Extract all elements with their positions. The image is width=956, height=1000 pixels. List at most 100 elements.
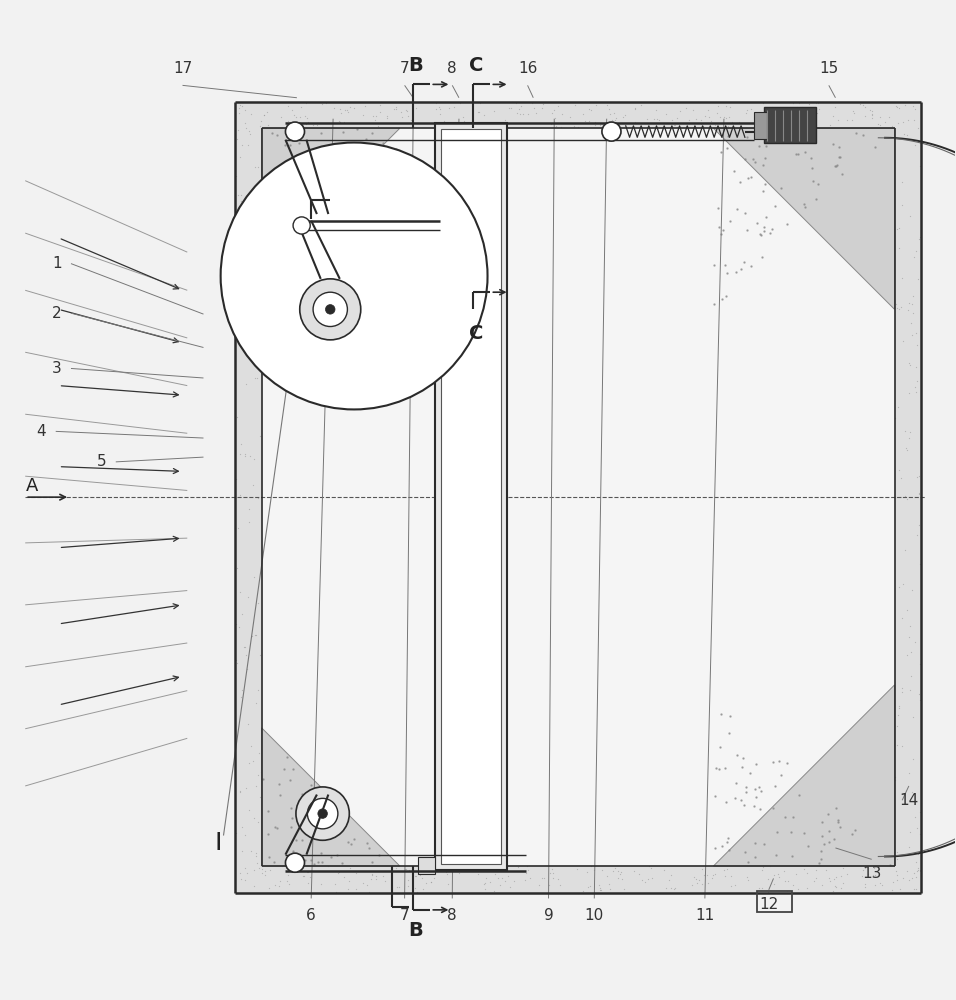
Point xyxy=(426,870,442,886)
Point xyxy=(370,118,385,134)
Point xyxy=(643,860,659,876)
Point xyxy=(391,155,406,171)
Point xyxy=(248,264,263,280)
Point xyxy=(329,847,344,863)
Point xyxy=(878,114,893,130)
Point xyxy=(244,628,259,644)
Point xyxy=(744,169,759,185)
Point xyxy=(895,333,910,349)
Circle shape xyxy=(602,122,621,141)
Point xyxy=(336,869,351,885)
Point xyxy=(721,725,736,741)
Point xyxy=(891,700,906,716)
Point xyxy=(779,216,794,232)
Point xyxy=(238,872,253,888)
Point xyxy=(312,159,327,175)
Point xyxy=(244,306,259,322)
Point xyxy=(365,108,380,124)
Circle shape xyxy=(286,853,305,872)
Point xyxy=(739,869,754,885)
Point xyxy=(437,94,452,110)
Point xyxy=(250,767,266,783)
Point xyxy=(264,125,279,141)
Point xyxy=(785,848,800,864)
Point xyxy=(280,116,295,132)
Point xyxy=(252,118,268,134)
Point xyxy=(685,102,701,118)
Text: 4: 4 xyxy=(36,424,46,439)
Point xyxy=(246,753,261,769)
Point xyxy=(338,863,354,879)
Point xyxy=(511,101,527,117)
Point xyxy=(368,108,383,124)
Point xyxy=(243,843,258,859)
Point xyxy=(909,863,924,879)
Point xyxy=(486,883,501,899)
Point xyxy=(809,95,824,111)
Point xyxy=(898,488,913,504)
Point xyxy=(782,117,797,133)
Point xyxy=(601,876,617,892)
Point xyxy=(316,179,332,195)
Point xyxy=(529,105,544,121)
Point xyxy=(394,104,409,120)
Point xyxy=(902,824,918,840)
Point xyxy=(286,761,301,777)
Point xyxy=(284,102,299,118)
Point xyxy=(894,470,909,486)
Text: 11: 11 xyxy=(695,908,714,923)
Point xyxy=(386,185,402,201)
Point xyxy=(812,101,827,117)
Point xyxy=(830,112,845,128)
Point xyxy=(241,589,256,605)
Point xyxy=(856,127,871,143)
Point xyxy=(272,873,288,889)
Point xyxy=(550,98,565,114)
Point xyxy=(788,866,803,882)
Point xyxy=(429,117,445,133)
Point xyxy=(812,855,827,871)
Point xyxy=(858,860,873,876)
Point xyxy=(786,877,801,893)
Point xyxy=(398,861,413,877)
Point xyxy=(391,879,406,895)
Point xyxy=(758,209,773,225)
Point xyxy=(910,469,925,485)
Point xyxy=(664,112,680,128)
Point xyxy=(312,783,327,799)
Point xyxy=(867,139,882,155)
Point xyxy=(234,137,250,153)
Point xyxy=(756,836,771,852)
Point xyxy=(358,131,374,147)
Point xyxy=(681,112,696,128)
Point xyxy=(796,861,812,877)
Point xyxy=(811,176,826,192)
Point xyxy=(519,858,534,874)
Point xyxy=(894,684,909,700)
Point xyxy=(646,111,662,127)
Point xyxy=(267,819,282,835)
Point xyxy=(234,606,250,622)
Point xyxy=(909,337,924,353)
Point xyxy=(382,210,398,226)
Point xyxy=(645,94,661,110)
Point xyxy=(610,863,625,879)
Point xyxy=(896,870,911,886)
Point xyxy=(261,826,276,842)
Point xyxy=(364,866,380,882)
Point xyxy=(761,871,776,887)
Point xyxy=(718,868,733,884)
Point xyxy=(272,109,288,125)
Point xyxy=(431,858,446,874)
Point xyxy=(814,843,829,859)
Point xyxy=(515,106,531,122)
Point xyxy=(894,680,909,696)
Point xyxy=(899,127,914,143)
Point xyxy=(449,885,465,901)
Point xyxy=(330,798,345,814)
Point xyxy=(479,870,494,886)
Point xyxy=(711,219,727,235)
Point xyxy=(769,847,784,863)
Point xyxy=(289,109,304,125)
Point xyxy=(236,250,251,266)
